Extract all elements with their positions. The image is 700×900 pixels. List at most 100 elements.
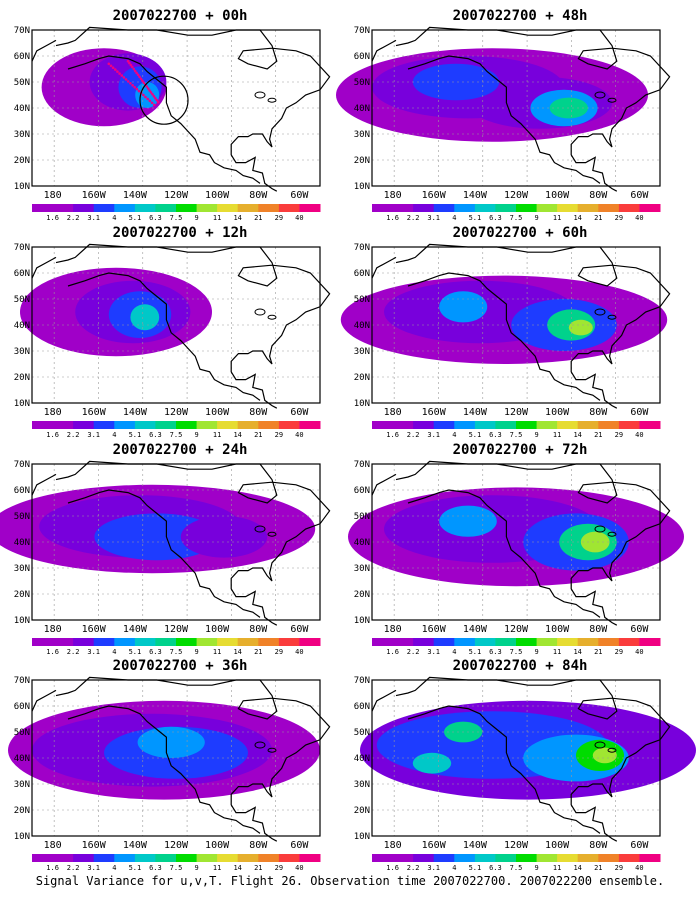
longitude-label: 80W xyxy=(249,190,268,201)
longitude-label: 100W xyxy=(205,407,230,418)
colorbar-swatch xyxy=(52,638,74,646)
map-frame xyxy=(371,29,661,187)
colorbar-swatch xyxy=(299,638,321,646)
colorbar-label: 5.1 xyxy=(469,214,482,222)
panel-title: 2007022700 + 24h xyxy=(112,442,248,458)
colorbar-swatch xyxy=(52,854,74,862)
observation-marker xyxy=(152,103,156,107)
colorbar-label: 3.1 xyxy=(87,214,100,222)
colorbar-swatch xyxy=(176,638,198,646)
observation-marker xyxy=(144,95,147,99)
longitude-label: 180 xyxy=(44,624,62,635)
longitude-label: 80W xyxy=(249,840,268,851)
longitude-label: 160W xyxy=(422,624,447,635)
latitude-label: 70N xyxy=(14,26,30,36)
colorbar-swatch xyxy=(433,638,455,646)
observation-marker xyxy=(128,61,131,65)
colorbar-swatch xyxy=(495,204,517,212)
grid-lines xyxy=(32,247,320,403)
colorbar-swatch xyxy=(392,204,414,212)
panel-84h: 2007022700 + 84h 70N 60N 50N 40N 30N 20N 10N 18… xyxy=(350,658,696,878)
coastline xyxy=(67,55,261,184)
observation-marker xyxy=(131,84,134,87)
lake xyxy=(607,747,617,753)
colorbar: 1.6 2.2 3.1 4 5.1 6.3 7.5 9 11 14 21 29 40 xyxy=(32,421,321,439)
colorbar-label: 29 xyxy=(275,648,283,656)
colorbar-swatch xyxy=(454,638,476,646)
longitude-label: 160W xyxy=(82,624,107,635)
variance-contour xyxy=(439,291,488,323)
target-region-circle xyxy=(139,75,189,125)
longitude-label: 80W xyxy=(589,190,608,201)
longitude-label: 60W xyxy=(630,407,649,418)
observation-marker xyxy=(142,81,146,84)
latitude-label: 30N xyxy=(14,780,30,790)
colorbar-label: 3.1 xyxy=(87,431,100,439)
colorbar-label: 1.6 xyxy=(46,648,59,656)
colorbar-swatch xyxy=(413,204,435,212)
colorbar: 1.6 2.2 3.1 4 5.1 6.3 7.5 9 11 14 21 29 40 xyxy=(372,421,661,439)
lake xyxy=(254,525,266,533)
colorbar-label: 5.1 xyxy=(129,214,142,222)
colorbar-label: 1.6 xyxy=(46,214,59,222)
colorbar-swatch xyxy=(93,421,115,429)
colorbar-swatch xyxy=(413,638,435,646)
longitude-label: 100W xyxy=(205,840,230,851)
latitude-label: 20N xyxy=(14,806,30,816)
colorbar-swatch xyxy=(93,204,115,212)
colorbar-label: 4 xyxy=(112,214,116,222)
latitude-label: 50N xyxy=(14,512,30,522)
observation-marker xyxy=(107,62,111,66)
variance-field xyxy=(0,484,316,574)
colorbar-label: 21 xyxy=(254,214,262,222)
variance-field xyxy=(360,700,696,800)
observation-marker xyxy=(145,85,148,88)
latitude-label: 50N xyxy=(14,728,30,738)
latitude-label: 40N xyxy=(14,104,30,114)
colorbar-label: 21 xyxy=(594,648,602,656)
longitude-label: 140W xyxy=(123,624,148,635)
coastline xyxy=(395,26,671,192)
observation-marker xyxy=(152,95,156,98)
colorbar-label: 4 xyxy=(452,864,456,872)
panel-title: 2007022700 + 12h xyxy=(112,225,248,241)
lake xyxy=(267,531,277,537)
colorbar-swatch xyxy=(237,638,259,646)
colorbar-label: 4 xyxy=(452,214,456,222)
coastline xyxy=(55,460,331,626)
latitude-label: 30N xyxy=(354,130,370,140)
colorbar-swatch xyxy=(454,854,476,862)
colorbar-swatch xyxy=(155,204,177,212)
observation-marker xyxy=(120,74,124,77)
observation-marker xyxy=(114,68,117,71)
latitude-label: 40N xyxy=(14,754,30,764)
variance-map: 70N 60N 50N 40N 30N 20N 10N 180 160W 140W 120W 100W… xyxy=(0,460,331,656)
colorbar-swatch xyxy=(516,204,538,212)
lake xyxy=(594,308,606,316)
colorbar-swatch xyxy=(73,638,95,646)
colorbar-label: 9 xyxy=(194,648,198,656)
latitude-label: 40N xyxy=(354,538,370,548)
colorbar-swatch xyxy=(557,204,579,212)
variance-contour xyxy=(137,726,205,758)
longitude-label: 140W xyxy=(123,840,148,851)
colorbar-swatch xyxy=(495,638,517,646)
colorbar-swatch xyxy=(495,421,517,429)
latitude-label: 20N xyxy=(354,156,370,166)
colorbar-label: 40 xyxy=(295,431,303,439)
coastline xyxy=(67,489,261,618)
colorbar-label: 14 xyxy=(573,214,581,222)
colorbar-label: 14 xyxy=(573,431,581,439)
colorbar-swatch xyxy=(433,421,455,429)
colorbar-swatch xyxy=(155,854,177,862)
colorbar-label: 4 xyxy=(112,864,116,872)
colorbar-swatch xyxy=(134,854,156,862)
colorbar-label: 7.5 xyxy=(170,864,183,872)
colorbar-label: 3.1 xyxy=(427,431,440,439)
colorbar-swatch xyxy=(32,854,54,862)
colorbar-swatch xyxy=(577,204,599,212)
latitude-label: 10N xyxy=(14,616,30,626)
map-frame xyxy=(371,463,661,621)
colorbar-label: 40 xyxy=(295,864,303,872)
coastline xyxy=(67,272,261,401)
